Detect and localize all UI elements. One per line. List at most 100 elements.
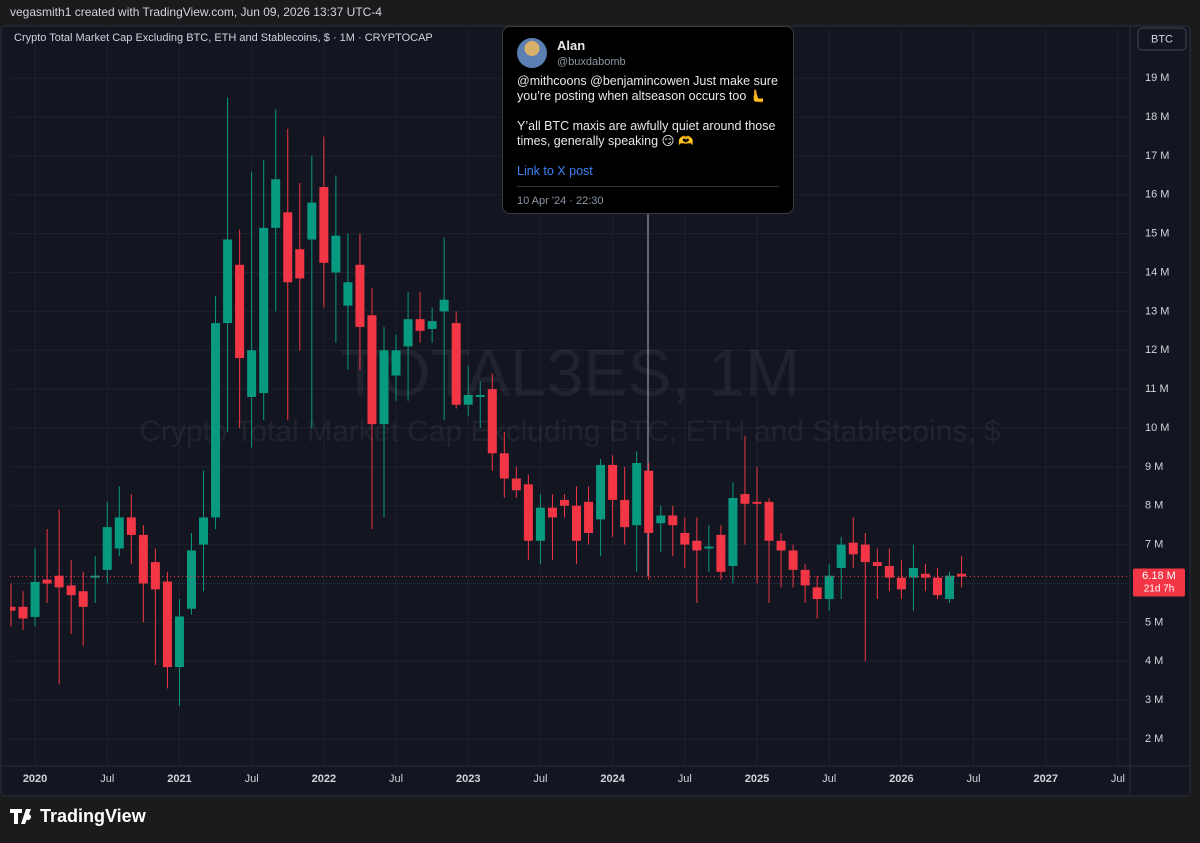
- x-tick-label: Jul: [389, 773, 403, 785]
- x-tick-label: 2024: [600, 773, 625, 785]
- tweet-name: Alan: [557, 38, 586, 53]
- y-tick-label: 7 M: [1145, 539, 1163, 551]
- candle-body: [535, 507, 545, 541]
- x-tick-label: Jul: [678, 773, 692, 785]
- candle-body: [692, 540, 702, 551]
- x-tick-label: Jul: [967, 773, 981, 785]
- candle-body: [499, 453, 509, 479]
- candle-body: [776, 540, 786, 551]
- x-tick-label: Jul: [245, 773, 259, 785]
- candle-body: [463, 394, 473, 405]
- candle-body: [367, 315, 377, 425]
- y-tick-label: 13 M: [1145, 305, 1169, 317]
- currency-button-label[interactable]: BTC: [1151, 33, 1173, 45]
- candle-body: [812, 587, 822, 600]
- candle-body: [78, 591, 88, 607]
- y-tick-label: 12 M: [1145, 344, 1169, 356]
- candles: [10, 97, 1128, 706]
- candle-body: [704, 546, 714, 549]
- candle-body: [403, 319, 413, 347]
- y-tick-label: 16 M: [1145, 189, 1169, 201]
- x-tick-label: Jul: [1111, 773, 1125, 785]
- header-caption: vegasmith1 created with TradingView.com,…: [10, 5, 382, 19]
- tweet-popup: Alan @buxdabomb @mithcoons @benjamincowe…: [502, 26, 794, 214]
- x-tick-label: Jul: [100, 773, 114, 785]
- candle-body: [150, 562, 160, 590]
- candle-body: [186, 550, 196, 609]
- tweet-divider: [517, 186, 779, 187]
- candle-body: [559, 499, 569, 506]
- candle-body: [957, 573, 967, 577]
- axes: 2 M3 M4 M5 M6 M7 M8 M9 M10 M11 M12 M13 M…: [1, 27, 1190, 795]
- candle-body: [247, 350, 257, 397]
- candle-body: [355, 264, 365, 327]
- tweet-paragraph: @mithcoons @benjamincowen Just make sure…: [517, 74, 778, 103]
- candle-body: [523, 484, 533, 541]
- tweet-avatar: [517, 38, 547, 68]
- last-price-countdown: 21d 7h: [1144, 584, 1175, 595]
- watermark-description: Crypto Total Market Cap Excluding BTC, E…: [139, 415, 1001, 448]
- candle-body: [848, 542, 858, 555]
- footer-logo: TradingView: [10, 806, 147, 826]
- x-tick-label: 2023: [456, 773, 480, 785]
- candle-body: [728, 497, 738, 566]
- candle-body: [307, 202, 317, 240]
- candle-body: [764, 501, 774, 541]
- x-tick-label: 2025: [745, 773, 769, 785]
- y-tick-label: 8 M: [1145, 500, 1163, 512]
- candle-body: [415, 319, 425, 331]
- last-price-box: [1133, 568, 1185, 597]
- candle-body: [836, 544, 846, 568]
- y-tick-label: 14 M: [1145, 266, 1169, 278]
- tweet-body: @mithcoons @benjamincowen Just make sure…: [517, 74, 783, 164]
- candle-body: [295, 249, 305, 279]
- candle-body: [223, 239, 233, 324]
- tweet-link[interactable]: Link to X post: [517, 164, 593, 178]
- candle-body: [908, 567, 918, 578]
- chart-title: Crypto Total Market Cap Excluding BTC, E…: [14, 32, 433, 44]
- candle-body: [66, 585, 76, 596]
- candle-body: [114, 517, 124, 549]
- tweet-handle: @buxdabomb: [557, 56, 626, 68]
- y-tick-label: 5 M: [1145, 616, 1163, 628]
- x-tick-label: 2026: [889, 773, 913, 785]
- candle-body: [379, 350, 389, 425]
- y-tick-label: 3 M: [1145, 694, 1163, 706]
- candle-body: [872, 562, 882, 566]
- currency-button[interactable]: [1137, 27, 1187, 51]
- candle-body: [319, 187, 329, 263]
- y-tick-label: 10 M: [1145, 422, 1169, 434]
- watermark-symbol: TOTAL3ES, 1M: [340, 335, 800, 409]
- candle-body: [511, 478, 521, 491]
- candle-body: [331, 235, 341, 273]
- grid: [10, 30, 1128, 765]
- x-tick-label: Jul: [822, 773, 836, 785]
- candle-body: [10, 606, 16, 611]
- x-tick-label: 2021: [167, 773, 191, 785]
- logo-mark: [10, 809, 32, 824]
- candle-body: [427, 321, 437, 329]
- candle-body: [620, 499, 630, 528]
- y-tick-label: 4 M: [1145, 655, 1163, 667]
- x-tick-label: 2027: [1034, 773, 1058, 785]
- candle-body: [475, 394, 485, 397]
- candle-body: [896, 577, 906, 590]
- candle-body: [174, 616, 184, 668]
- candle-body: [584, 501, 594, 533]
- candle-body: [860, 544, 870, 563]
- last-price-label: 6.18 M: [1142, 570, 1176, 582]
- candle-body: [572, 505, 582, 541]
- y-tick-label: 17 M: [1145, 150, 1169, 162]
- candle-body: [668, 515, 678, 526]
- y-tick-label: 15 M: [1145, 228, 1169, 240]
- candle-body: [932, 577, 942, 596]
- footer-brand: TradingView: [40, 806, 147, 826]
- candle-body: [547, 507, 557, 518]
- x-tick-label: 2020: [23, 773, 47, 785]
- candle-body: [18, 606, 28, 619]
- candle-body: [788, 550, 798, 570]
- candle-body: [752, 501, 762, 504]
- candle-body: [259, 227, 269, 394]
- candle-body: [138, 534, 148, 584]
